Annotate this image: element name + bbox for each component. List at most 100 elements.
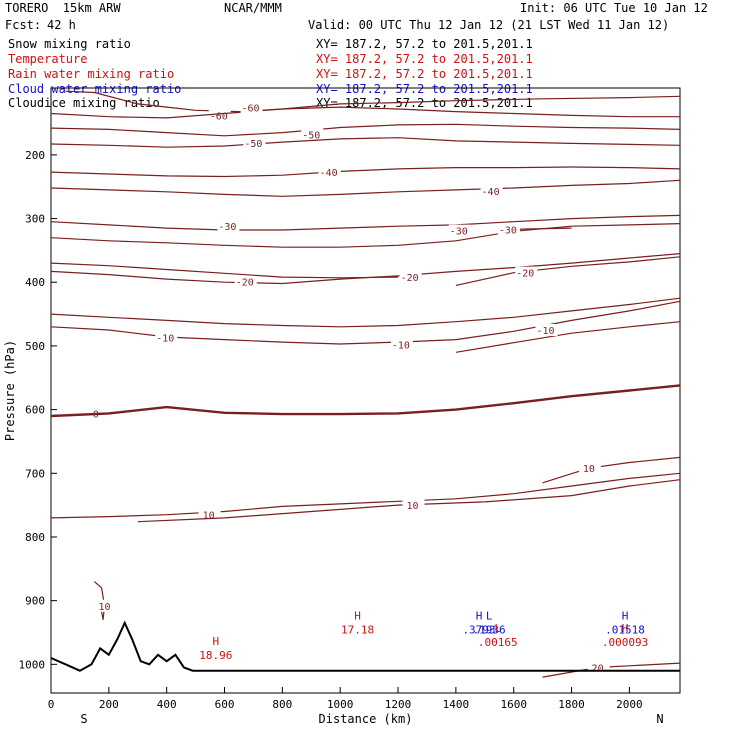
x-tick-label-8: 1600 xyxy=(500,698,527,711)
x-tick-label-5: 1000 xyxy=(327,698,354,711)
extremum-marker-0: H xyxy=(213,635,220,648)
isotherm-line-16 xyxy=(137,479,681,523)
isotherm-label-3: -50 xyxy=(244,139,262,150)
field-name-snow: Snow mixing ratio xyxy=(8,37,131,51)
isotherm-label-bg-10 xyxy=(399,271,422,284)
field-xy-temperature: XY= 187.2, 57.2 to 201.5,201.1 xyxy=(316,52,533,66)
extremum-marker-2: H xyxy=(476,609,483,622)
extremum-marker-5: H xyxy=(622,609,629,622)
forecast-hour-label: Fcst: xyxy=(5,18,42,32)
isotherm-label-bg-18 xyxy=(94,599,117,612)
isotherm-line-6 xyxy=(50,214,681,231)
isotherm-label-19: 20 xyxy=(592,664,604,675)
y-tick-label-6: 800 xyxy=(25,531,45,544)
field-name-rain: Rain water mixing ratio xyxy=(8,67,175,81)
y-axis-title: Pressure (hPa) xyxy=(3,340,17,441)
init-time: Init: 06 UTC Tue 10 Jan 12 xyxy=(520,1,708,15)
extremum-marker-6: H xyxy=(622,622,629,635)
x-tick-label-3: 600 xyxy=(215,698,235,711)
field-xy-snow: XY= 187.2, 57.2 to 201.5,201.1 xyxy=(316,37,533,51)
x-axis-title: Distance (km) xyxy=(319,712,413,726)
extremum-value-2: .3793 xyxy=(462,623,495,636)
isotherm-label-9: -20 xyxy=(236,278,254,289)
plot-frame xyxy=(50,87,681,694)
x-tick-label-9: 1800 xyxy=(558,698,585,711)
isotherm-label-bg-0 xyxy=(208,109,231,122)
isotherm-line-10 xyxy=(50,262,399,279)
y-tick-label-8: 1000 xyxy=(19,658,46,671)
y-tick-label-7: 900 xyxy=(25,595,45,608)
extremum-marker-1: H xyxy=(354,609,361,622)
north-end-label: N xyxy=(656,712,663,726)
field-name-temperature: Temperature xyxy=(8,52,88,66)
isotherm-label-8: -30 xyxy=(499,225,517,236)
isotherm-line-13 xyxy=(50,297,681,328)
y-tick-label-5: 700 xyxy=(25,467,45,480)
isotherm-line-11 xyxy=(455,256,681,286)
zero-isotherm-label: 0 xyxy=(93,409,99,420)
extremum-value-0: 18.96 xyxy=(199,649,232,662)
isotherm-label-15: 10 xyxy=(203,511,215,522)
isotherm-label-5: -40 xyxy=(482,187,500,198)
isotherm-label-bg-3 xyxy=(243,136,266,149)
x-tick-label-4: 800 xyxy=(272,698,292,711)
isotherm-label-10: -20 xyxy=(401,273,419,284)
isotherm-label-13: -10 xyxy=(392,341,410,352)
y-tick-label-1: 300 xyxy=(25,213,45,226)
isotherm-line-17 xyxy=(542,456,681,484)
isotherm-label-bg-13 xyxy=(390,338,413,351)
isotherm-label-bg-8 xyxy=(497,223,520,236)
field-xy-cloud-water: XY= 187.2, 57.2 to 201.5,201.1 xyxy=(316,82,533,96)
isotherm-label-bg-17 xyxy=(578,462,601,475)
isotherm-line-15 xyxy=(50,472,681,519)
isotherm-label-bg-4 xyxy=(318,166,341,179)
extremum-marker-4: L xyxy=(494,622,501,635)
isotherm-label-0: -60 xyxy=(210,111,228,122)
isotherm-line-4 xyxy=(50,166,681,178)
x-tick-label-10: 2000 xyxy=(616,698,643,711)
extremum-value-4: .00165 xyxy=(478,636,518,649)
isotherm-label-bg-14 xyxy=(535,324,558,336)
isotherm-label-bg-2 xyxy=(301,128,324,141)
isotherm-label-11: -20 xyxy=(516,269,534,280)
x-tick-label-7: 1400 xyxy=(443,698,470,711)
isotherm-label-7: -30 xyxy=(450,227,468,238)
isotherm-label-bg-9 xyxy=(234,275,257,288)
isotherm-label-bg-1 xyxy=(240,101,263,114)
isotherm-line-12 xyxy=(50,300,681,345)
center-title: NCAR/MMM xyxy=(224,1,282,15)
terrain-surface-line xyxy=(50,620,680,672)
isotherm-label-6: -30 xyxy=(218,222,236,233)
y-tick-label-4: 600 xyxy=(25,404,45,417)
isotherm-line-2 xyxy=(50,123,681,137)
extremum-value-1: 17.18 xyxy=(341,623,374,636)
forecast-hour-value: 42 h xyxy=(47,18,76,32)
isotherm-line-14 xyxy=(455,321,681,353)
isotherm-label-bg-6 xyxy=(217,220,240,233)
isotherm-line-1 xyxy=(50,106,680,119)
extremum-value-6: .000093 xyxy=(602,636,648,649)
south-end-label: S xyxy=(80,712,87,726)
isotherm-label-16: 10 xyxy=(406,501,418,512)
isotherm-label-bg-16 xyxy=(402,499,425,512)
isotherm-label-14: -10 xyxy=(536,326,554,337)
isotherm-line-7 xyxy=(50,223,681,248)
y-tick-label-2: 400 xyxy=(25,276,45,289)
x-tick-label-1: 200 xyxy=(99,698,119,711)
extremum-marker-3: L xyxy=(486,609,493,622)
extremum-value-5: .01518 xyxy=(605,623,645,636)
isotherm-line-3 xyxy=(50,137,681,148)
isotherm-label-2: -50 xyxy=(302,130,320,141)
extremum-value-3: .1936 xyxy=(473,623,506,636)
isotherm-label-bg-5 xyxy=(480,185,503,198)
isotherm-label-bg-7 xyxy=(448,224,471,237)
y-tick-label-3: 500 xyxy=(25,340,45,353)
isotherm-line-5 xyxy=(50,179,681,197)
isotherm-label-12: -10 xyxy=(156,334,174,345)
valid-time: Valid: 00 UTC Thu 12 Jan 12 (21 LST Wed … xyxy=(308,18,670,32)
zero-isotherm-line xyxy=(50,384,681,418)
x-tick-label-0: 0 xyxy=(48,698,55,711)
isotherm-label-bg-15 xyxy=(198,508,221,521)
isotherm-label-4: -40 xyxy=(320,168,338,179)
